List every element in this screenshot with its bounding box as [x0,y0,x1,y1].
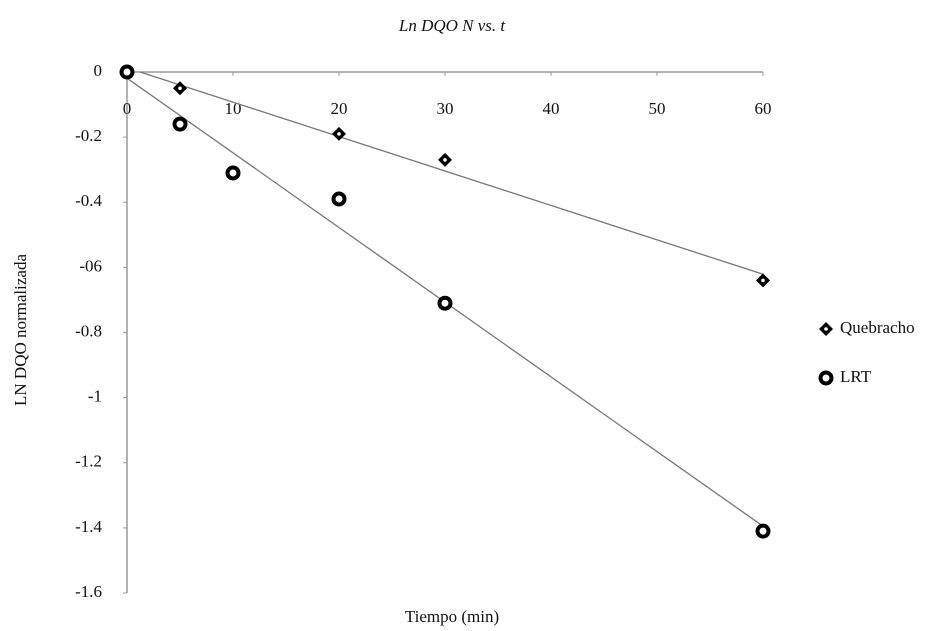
x-tick-label: 40 [543,99,560,118]
y-tick-label: -0.4 [75,191,102,210]
point-center [337,132,341,136]
x-tick-label: 50 [649,99,666,118]
legend-label: LRT [840,367,872,386]
chart-title: Ln DQO N vs. t [398,16,507,35]
point [225,165,241,181]
x-tick-label: 60 [755,99,772,118]
point-center [178,86,182,91]
point [755,523,771,539]
point-center [761,278,765,283]
legend-marker-center [824,327,828,331]
x-tick-label: 0 [123,99,132,118]
y-tick-label: -0.8 [75,321,102,340]
y-tick-label: -06 [79,256,102,275]
y-tick-label: 0 [94,61,103,80]
y-tick-label: -1 [88,387,102,406]
point [119,64,135,80]
y-tick-label: -1.4 [75,517,102,536]
point [331,191,347,207]
point [172,116,188,132]
point-center [443,158,447,162]
legend-label: Quebracho [840,318,915,337]
x-axis-label: Tiempo (min) [405,607,499,626]
y-tick-label: -1.6 [75,582,102,601]
point [437,295,453,311]
trendline [139,71,764,275]
y-tick-label: -1.2 [75,452,102,471]
x-tick-label: 20 [331,99,348,118]
x-tick-label: 30 [437,99,454,118]
y-axis-label: LN DQO normalizada [11,254,30,406]
y-tick-label: -0.2 [75,126,102,145]
legend-marker [818,370,834,386]
